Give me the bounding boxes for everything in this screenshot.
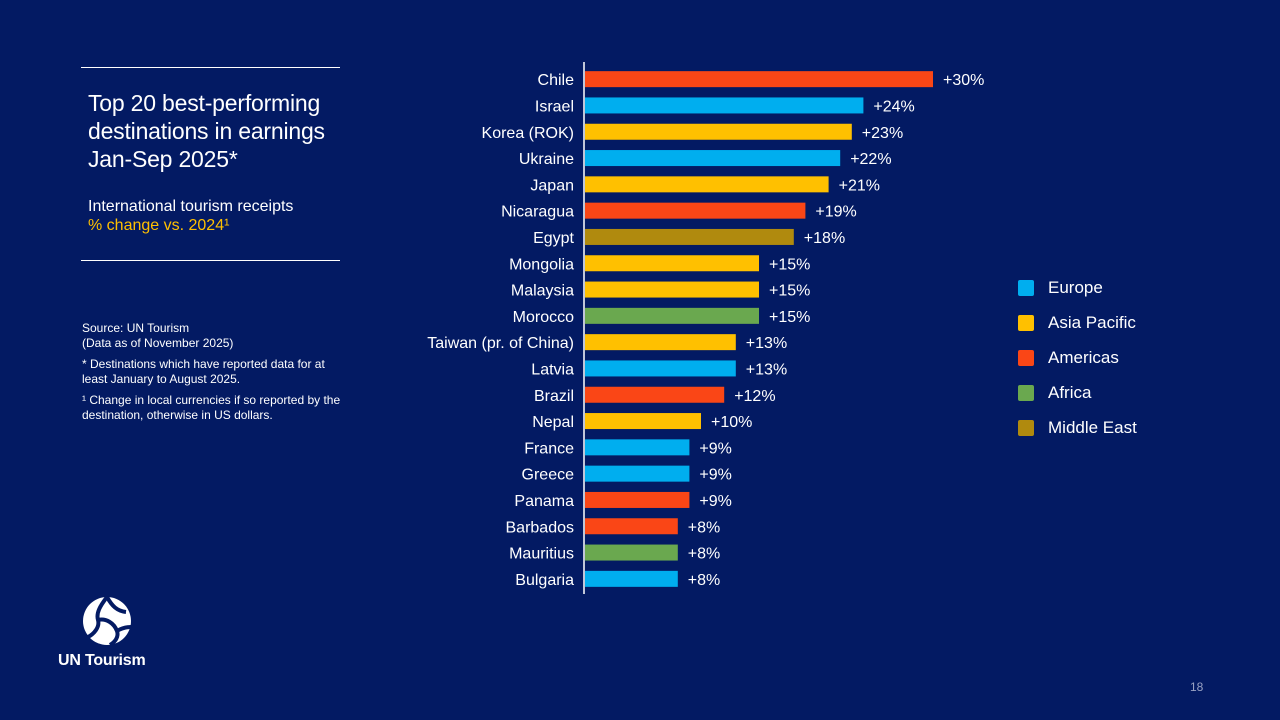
value-label: +8%	[688, 546, 720, 563]
bar	[585, 123, 852, 140]
value-label: +15%	[769, 256, 810, 273]
category-label: Israel	[535, 98, 574, 115]
subtitle-accent: % change vs. 2024¹	[88, 217, 230, 234]
category-label: Nepal	[532, 414, 574, 431]
legend-label: Americas	[1048, 347, 1119, 367]
value-label: +23%	[862, 125, 903, 142]
legend-item: Europe	[1018, 270, 1137, 305]
footnote-asterisk: * Destinations which have reported data …	[82, 357, 325, 386]
value-label: +8%	[688, 519, 720, 536]
legend-swatch	[1018, 384, 1034, 401]
bar	[585, 386, 725, 403]
value-label: +19%	[815, 204, 856, 221]
bar	[585, 176, 829, 193]
chart-legend: Europe Asia Pacific Americas Africa Middle E…	[1018, 270, 1137, 445]
value-label: +21%	[839, 177, 880, 194]
bar	[585, 71, 933, 88]
value-label: +9%	[699, 467, 731, 484]
category-label: Morocco	[513, 309, 574, 326]
legend-item: Asia Pacific	[1018, 305, 1137, 340]
category-label: Malaysia	[511, 283, 574, 300]
legend-label: Europe	[1048, 277, 1103, 297]
bar	[585, 281, 759, 298]
value-label: +10%	[711, 414, 752, 431]
legend-swatch	[1018, 279, 1034, 296]
value-label: +18%	[804, 230, 845, 247]
source-line: Source: UN Tourism	[82, 321, 190, 335]
value-label: +8%	[688, 572, 720, 589]
legend-item: Africa	[1018, 375, 1137, 410]
bar	[585, 491, 690, 508]
legend-label: Africa	[1048, 382, 1092, 402]
category-label: Korea (ROK)	[482, 125, 574, 142]
bar	[585, 228, 794, 245]
value-label: +22%	[850, 151, 891, 168]
page-number: 18	[1190, 680, 1204, 694]
value-label: +13%	[746, 335, 787, 352]
subtitle: International tourism receipts % change …	[88, 197, 348, 235]
legend-swatch	[1018, 349, 1034, 366]
value-label: +13%	[746, 361, 787, 378]
legend-label: Asia Pacific	[1048, 312, 1136, 332]
category-label: Taiwan (pr. of China)	[427, 335, 574, 352]
legend-item: Americas	[1018, 340, 1137, 375]
category-label: Nicaragua	[501, 204, 574, 221]
category-label: Japan	[530, 177, 574, 194]
brand-name: UN Tourism	[58, 652, 146, 669]
value-label: +15%	[769, 309, 810, 326]
value-label: +12%	[734, 388, 775, 405]
bar	[585, 413, 701, 430]
bar-chart: Chile +30% Israel +24% Korea (ROK) +23% Ukrain…	[427, 62, 984, 594]
bar	[585, 544, 678, 561]
bar	[585, 570, 678, 587]
bar	[585, 360, 736, 377]
category-label: Mongolia	[509, 256, 574, 273]
category-label: Barbados	[506, 519, 575, 536]
footnotes: Source: UN Tourism (Data as of November …	[82, 321, 344, 429]
top-divider	[81, 67, 340, 68]
category-label: Brazil	[534, 388, 574, 405]
category-label: Chile	[538, 72, 575, 89]
footnote-currency: ¹ Change in local currencies if so repor…	[82, 393, 341, 422]
category-label: Mauritius	[509, 546, 574, 563]
category-label: France	[524, 440, 574, 457]
value-label: +24%	[873, 98, 914, 115]
category-label: Panama	[514, 493, 574, 510]
source-date: (Data as of November 2025)	[82, 336, 234, 350]
bar	[585, 307, 759, 324]
bar	[585, 334, 736, 351]
page-title: Top 20 best-performing destinations in e…	[88, 90, 325, 172]
source-note: Source: UN Tourism (Data as of November …	[82, 321, 344, 351]
category-label: Greece	[522, 467, 575, 484]
value-label: +30%	[943, 72, 984, 89]
category-label: Bulgaria	[515, 572, 574, 589]
legend-item: Middle East	[1018, 410, 1137, 445]
bar	[585, 202, 806, 219]
legend-swatch	[1018, 314, 1034, 331]
bar	[585, 518, 678, 535]
bar	[585, 255, 759, 272]
bar	[585, 439, 690, 456]
category-label: Ukraine	[519, 151, 574, 168]
category-label: Latvia	[531, 361, 574, 378]
category-label: Egypt	[533, 230, 574, 247]
un-tourism-globe-icon	[83, 596, 132, 646]
bar	[585, 97, 864, 114]
bar	[585, 150, 841, 167]
legend-label: Middle East	[1048, 417, 1137, 437]
subtitle-text: International tourism receipts	[88, 198, 294, 215]
value-label: +9%	[699, 440, 731, 457]
value-label: +9%	[699, 493, 731, 510]
bar	[585, 465, 690, 482]
value-label: +15%	[769, 283, 810, 300]
bottom-divider	[81, 260, 340, 261]
legend-swatch	[1018, 419, 1034, 436]
